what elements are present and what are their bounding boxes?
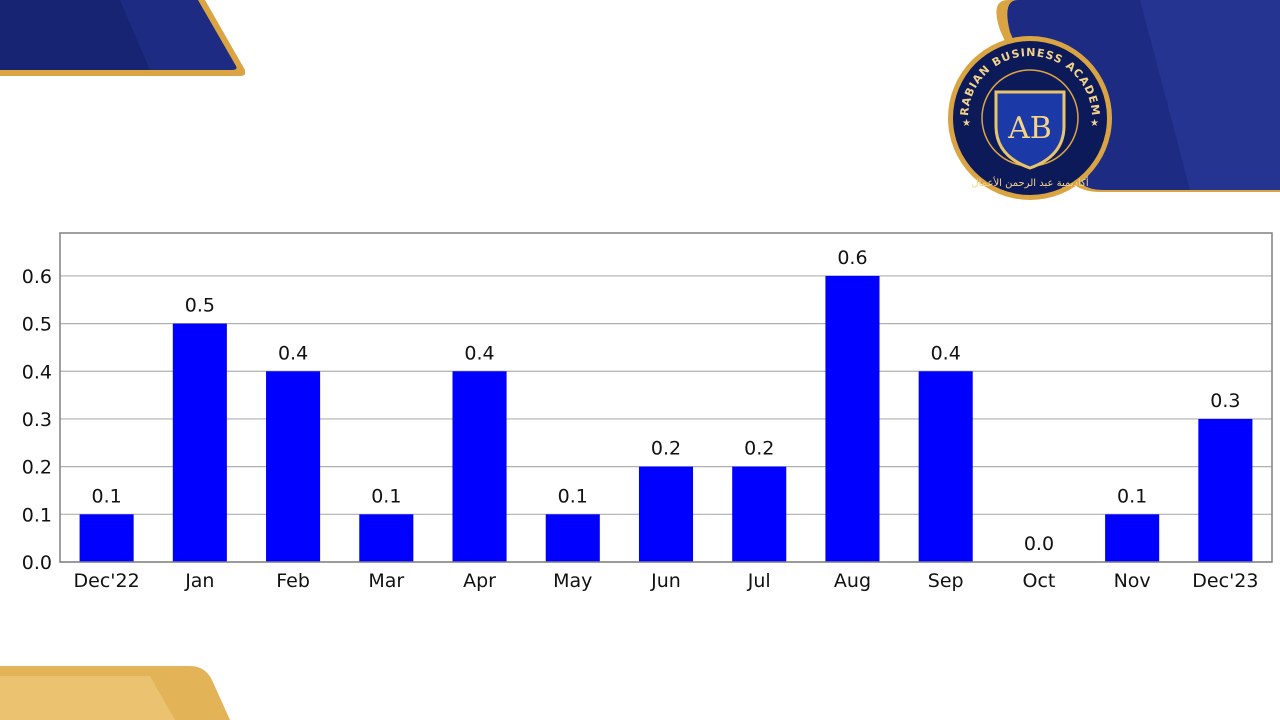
data-label: 0.4 bbox=[464, 342, 494, 364]
x-tick-label: Dec'23 bbox=[1192, 570, 1258, 592]
y-tick-label: 0.2 bbox=[22, 457, 52, 479]
logo-arabic-text: أكاديمية عبد الرحمن الأعمال bbox=[971, 176, 1088, 189]
plot-frame bbox=[59, 232, 1273, 563]
x-tick-label: May bbox=[553, 570, 592, 592]
y-tick-label: 0.5 bbox=[22, 314, 52, 336]
bar bbox=[452, 371, 507, 562]
y-tick-label: 0.6 bbox=[22, 266, 52, 288]
x-tick-label: Jun bbox=[650, 570, 681, 592]
y-tick-label: 0.1 bbox=[22, 504, 52, 526]
y-tick-label: 0.0 bbox=[22, 552, 52, 574]
x-tick-label: Feb bbox=[276, 570, 310, 592]
svg-text:★: ★ bbox=[962, 118, 971, 129]
y-tick-label: 0.4 bbox=[22, 361, 52, 383]
top-left-banner bbox=[0, 0, 245, 76]
logo-initials: AB bbox=[1007, 111, 1052, 146]
x-tick-labels: Dec'22 Jan Feb Mar Apr May Jun Jul Aug Sep Oct Nov D… bbox=[74, 570, 1259, 592]
data-label: 0.2 bbox=[744, 438, 774, 460]
svg-text:★: ★ bbox=[1090, 118, 1099, 129]
bar bbox=[918, 371, 973, 562]
data-label: 0.5 bbox=[185, 295, 215, 317]
bar bbox=[732, 466, 787, 562]
bars bbox=[79, 275, 1253, 562]
data-label: 0.4 bbox=[931, 342, 961, 364]
data-label: 0.3 bbox=[1210, 390, 1240, 412]
data-label: 0.4 bbox=[278, 342, 308, 364]
x-tick-label: Sep bbox=[928, 570, 964, 592]
bar bbox=[1105, 514, 1160, 562]
academy-logo: ARABIAN BUSINESS ACADEMY AB أكاديمية عبد… bbox=[946, 34, 1112, 200]
bar-chart: 0.0 0.1 0.2 0.3 0.4 0.5 0.6 Dec'22 Jan Feb Mar Apr… bbox=[22, 232, 1273, 592]
y-tick-label: 0.3 bbox=[22, 409, 52, 431]
x-tick-label: Aug bbox=[834, 570, 871, 592]
bar bbox=[359, 514, 414, 562]
bar bbox=[172, 323, 227, 562]
x-tick-label: Oct bbox=[1022, 570, 1055, 592]
data-label: 0.1 bbox=[371, 485, 401, 507]
y-tick-labels: 0.0 0.1 0.2 0.3 0.4 0.5 0.6 bbox=[22, 266, 52, 574]
bar bbox=[79, 514, 134, 562]
bar bbox=[1198, 418, 1253, 562]
data-label: 0.1 bbox=[92, 485, 122, 507]
x-tick-label: Dec'22 bbox=[74, 570, 140, 592]
data-label: 0.1 bbox=[558, 485, 588, 507]
data-label: 0.1 bbox=[1117, 485, 1147, 507]
x-tick-label: Mar bbox=[368, 570, 404, 592]
bar bbox=[638, 466, 694, 562]
x-tick-label: Nov bbox=[1114, 570, 1151, 592]
bar bbox=[545, 514, 600, 562]
data-label: 0.2 bbox=[651, 438, 681, 460]
x-tick-label: Jan bbox=[184, 570, 214, 592]
data-label: 0.0 bbox=[1024, 533, 1054, 555]
bar bbox=[825, 275, 880, 562]
bottom-left-banner bbox=[0, 666, 230, 720]
x-tick-label: Jul bbox=[747, 570, 771, 592]
data-label: 0.6 bbox=[837, 247, 867, 269]
data-labels: 0.1 0.5 0.4 0.1 0.4 0.1 0.2 0.2 0.6 0.4 0.0 0.1 0.3 bbox=[92, 247, 1241, 555]
x-tick-label: Apr bbox=[463, 570, 496, 592]
bar bbox=[266, 371, 321, 562]
